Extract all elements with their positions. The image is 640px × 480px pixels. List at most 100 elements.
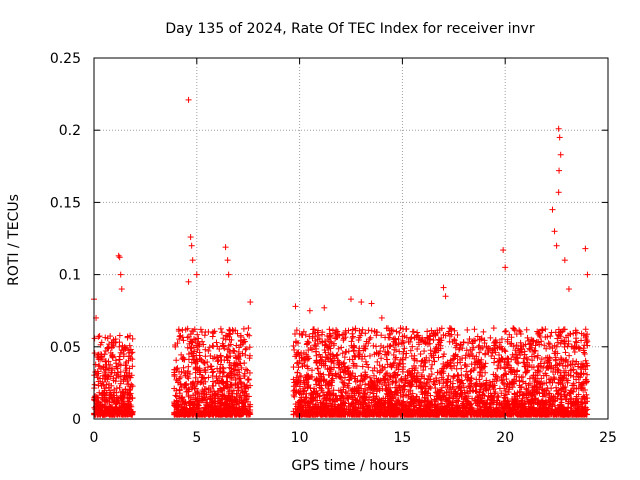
data-point [295, 364, 302, 371]
data-point [501, 371, 508, 378]
data-point [117, 368, 124, 375]
data-point [106, 411, 113, 418]
data-point [116, 343, 123, 350]
data-point [112, 336, 119, 343]
data-point [128, 350, 135, 357]
data-point [327, 334, 334, 341]
data-point [403, 326, 410, 333]
data-point [112, 378, 119, 385]
data-point [494, 365, 501, 372]
data-point [435, 354, 442, 361]
data-point [245, 325, 252, 332]
data-point [458, 365, 465, 372]
data-point [185, 375, 192, 382]
data-point [217, 325, 224, 332]
data-point [421, 348, 428, 355]
data-point [126, 394, 133, 401]
data-point [94, 368, 101, 375]
data-point [97, 409, 104, 416]
data-point [173, 357, 180, 364]
data-point [463, 368, 470, 375]
data-point [110, 342, 117, 349]
data-point [121, 372, 128, 379]
data-point [240, 325, 247, 332]
data-point [584, 338, 591, 345]
data-point [103, 381, 110, 388]
data-point [106, 381, 113, 388]
data-point [119, 410, 126, 417]
data-point [547, 333, 554, 340]
data-point [220, 369, 227, 376]
data-point [172, 392, 179, 399]
data-point [362, 358, 369, 365]
data-point [113, 374, 120, 381]
data-point [205, 374, 212, 381]
data-point [176, 368, 183, 375]
data-point [234, 330, 241, 337]
data-point [202, 353, 209, 360]
data-point [387, 342, 394, 349]
data-point [124, 381, 131, 388]
data-point [101, 385, 108, 392]
data-point [490, 325, 497, 332]
data-point [311, 326, 318, 333]
data-point [98, 353, 105, 360]
data-point [126, 342, 133, 349]
data-point [180, 354, 187, 361]
data-point [195, 335, 202, 342]
data-point [129, 395, 136, 402]
data-point [177, 380, 184, 387]
data-point [91, 394, 98, 401]
data-point [99, 356, 106, 363]
data-point [106, 402, 113, 409]
data-point [100, 363, 107, 370]
data-point [122, 411, 129, 418]
data-point [98, 404, 105, 411]
data-point [561, 343, 568, 350]
data-point [91, 350, 98, 357]
data-point [104, 335, 111, 342]
data-point [202, 346, 209, 353]
data-point [566, 352, 573, 359]
data-point [562, 349, 569, 356]
data-point [417, 351, 424, 358]
data-point [107, 349, 114, 356]
data-point [91, 335, 98, 342]
data-point [94, 374, 101, 381]
data-point [111, 398, 118, 405]
data-point [523, 326, 530, 333]
data-point [242, 366, 249, 373]
data-point [95, 403, 102, 410]
data-point [414, 329, 421, 336]
data-point [122, 367, 129, 374]
data-point [116, 384, 123, 391]
data-point [126, 370, 133, 377]
data-point [109, 410, 116, 417]
data-point [117, 362, 124, 369]
data-point [120, 346, 127, 353]
data-point [350, 333, 357, 340]
data-point [454, 331, 461, 338]
data-point [102, 358, 109, 365]
data-point [115, 407, 122, 414]
data-point [428, 365, 435, 372]
data-point [107, 389, 114, 396]
data-point [122, 376, 129, 383]
data-point [117, 349, 124, 356]
data-point [367, 334, 374, 341]
data-point [112, 357, 119, 364]
data-point [104, 344, 111, 351]
data-point [113, 385, 120, 392]
data-point [538, 338, 545, 345]
data-point [245, 376, 252, 383]
data-point [450, 373, 457, 380]
data-point [370, 342, 377, 349]
data-point [124, 333, 131, 340]
data-point [109, 353, 116, 360]
data-point [117, 393, 124, 400]
data-point [218, 329, 225, 336]
data-point [410, 328, 417, 335]
data-point [96, 333, 103, 340]
data-point [581, 350, 588, 357]
data-point [93, 400, 100, 407]
